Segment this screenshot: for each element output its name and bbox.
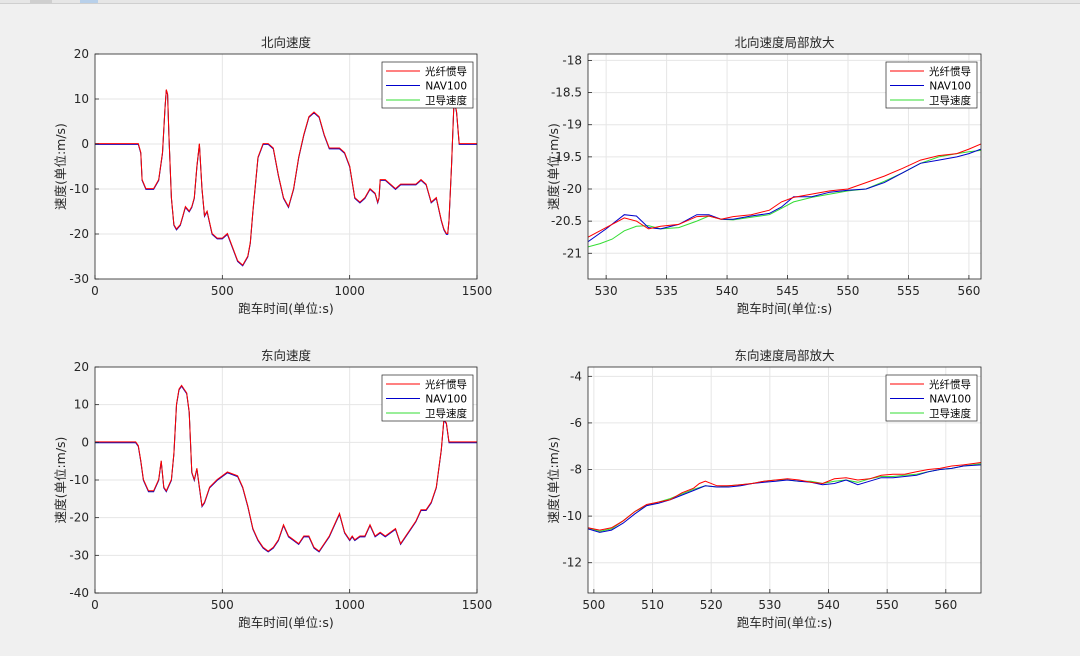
- y-tick-label: -6: [570, 416, 582, 430]
- y-tick-label: -19.5: [551, 150, 582, 164]
- y-tick-label: -4: [570, 369, 582, 383]
- chart-title: 东向速度: [261, 348, 312, 363]
- axes-frame: [94, 53, 478, 280]
- x-tick-label: 500: [211, 598, 234, 612]
- x-tick-label: 500: [582, 598, 605, 612]
- y-tick-label: -10: [69, 182, 89, 196]
- legend-label: 光纤惯导: [425, 378, 467, 391]
- x-tick-label: 0: [91, 598, 99, 612]
- y-tick-label: -20: [562, 182, 582, 196]
- x-axis-label: 跑车时间(单位:s): [737, 615, 832, 630]
- legend-label: 光纤惯导: [929, 378, 971, 391]
- chart-panel-2: 530 535 540 545 550 555 560 -21 -20.5 -20 -19.5 -19…: [546, 35, 982, 316]
- y-tick-label: 20: [74, 360, 89, 374]
- series-line-1: [95, 89, 477, 266]
- chart-panel-1: 0 500 1000 1500 -30 -20 -10 0 10 20 北向速度跑车时间(单位:s)…: [53, 35, 492, 316]
- legend-label: NAV100: [425, 394, 467, 406]
- series-line-1: [588, 143, 981, 238]
- y-tick-label: -10: [562, 509, 582, 523]
- legend-label: NAV100: [929, 81, 971, 93]
- y-tick-label: -10: [69, 473, 89, 487]
- x-tick-label: 560: [934, 598, 957, 612]
- y-tick-label: -20.5: [551, 214, 582, 228]
- y-tick-label: 10: [74, 92, 89, 106]
- x-axis-label: 跑车时间(单位:s): [238, 301, 333, 316]
- y-tick-label: -18.5: [551, 86, 582, 100]
- y-tick-label: -30: [69, 272, 89, 286]
- y-tick-label: -12: [562, 556, 582, 570]
- x-tick-label: 1000: [334, 284, 365, 298]
- chart-panel-4: 500 510 520 530 540 550 560 -12 -10 -8 -6 -4 东向速度局部放…: [546, 348, 982, 630]
- axes-frame: [587, 53, 982, 280]
- series-line-1: [588, 462, 981, 531]
- x-tick-label: 1500: [462, 284, 493, 298]
- legend-label: 光纤惯导: [425, 65, 467, 78]
- y-tick-label: 0: [81, 137, 89, 151]
- x-tick-label: 500: [211, 284, 234, 298]
- x-tick-label: 1500: [462, 598, 493, 612]
- x-tick-label: 550: [837, 284, 860, 298]
- y-tick-label: 20: [74, 47, 89, 61]
- legend-label: 光纤惯导: [929, 65, 971, 78]
- series-line-2: [588, 464, 981, 533]
- charts-root: 0 500 1000 1500-30-20-1001020北向速度跑车时间(单位:s)…: [53, 35, 982, 630]
- x-tick-label: 555: [897, 284, 920, 298]
- chart-title: 东向速度局部放大: [734, 348, 834, 363]
- y-tick-label: -30: [69, 548, 89, 562]
- x-tick-label: 540: [817, 598, 840, 612]
- y-tick-label: -40: [69, 586, 89, 600]
- x-tick-label: 1000: [334, 598, 365, 612]
- x-tick-label: 535: [655, 284, 678, 298]
- series-line-2: [588, 148, 981, 243]
- series-line-3: [588, 463, 981, 532]
- chart-title: 北向速度: [261, 35, 312, 50]
- window-top-strip: [0, 0, 1080, 4]
- y-tick-label: -19: [562, 118, 582, 132]
- y-tick-label: 0: [81, 435, 89, 449]
- y-tick-label: -20: [69, 511, 89, 525]
- y-tick-label: -21: [562, 246, 582, 260]
- x-tick-label: 530: [758, 598, 781, 612]
- y-tick-label: -8: [570, 463, 582, 477]
- chart-panel-3: 0 500 1000 1500 -40 -30 -20 -10 0 10 20 东向速度跑车时间(单位…: [53, 348, 492, 630]
- y-axis-label: 速度(单位:m/s): [53, 437, 68, 524]
- y-tick-label: 10: [74, 398, 89, 412]
- legend-label: NAV100: [425, 81, 467, 93]
- y-tick-label: -20: [69, 227, 89, 241]
- x-axis-label: 跑车时间(单位:s): [238, 615, 333, 630]
- legend-label: 卫导速度: [425, 94, 467, 107]
- x-tick-label: 540: [716, 284, 739, 298]
- axes-frame: [587, 366, 982, 594]
- x-tick-label: 545: [776, 284, 799, 298]
- legend-label: NAV100: [929, 394, 971, 406]
- y-axis-label: 速度(单位:m/s): [546, 123, 561, 210]
- legend-label: 卫导速度: [425, 407, 467, 420]
- y-tick-label: -18: [562, 53, 582, 67]
- y-axis-label: 速度(单位:m/s): [546, 437, 561, 524]
- x-tick-label: 530: [595, 284, 618, 298]
- chart-title: 北向速度局部放大: [734, 35, 834, 50]
- y-axis-label: 速度(单位:m/s): [53, 123, 68, 210]
- toolbar-tab-active[interactable]: [80, 0, 98, 3]
- x-tick-label: 510: [641, 598, 664, 612]
- x-tick-label: 520: [700, 598, 723, 612]
- series-line-1: [95, 384, 477, 552]
- legend-label: 卫导速度: [929, 94, 971, 107]
- legend-label: 卫导速度: [929, 407, 971, 420]
- toolbar-tab[interactable]: [30, 0, 52, 3]
- x-tick-label: 560: [957, 284, 980, 298]
- x-tick-label: 0: [91, 284, 99, 298]
- x-axis-label: 跑车时间(单位:s): [737, 301, 832, 316]
- x-tick-label: 550: [876, 598, 899, 612]
